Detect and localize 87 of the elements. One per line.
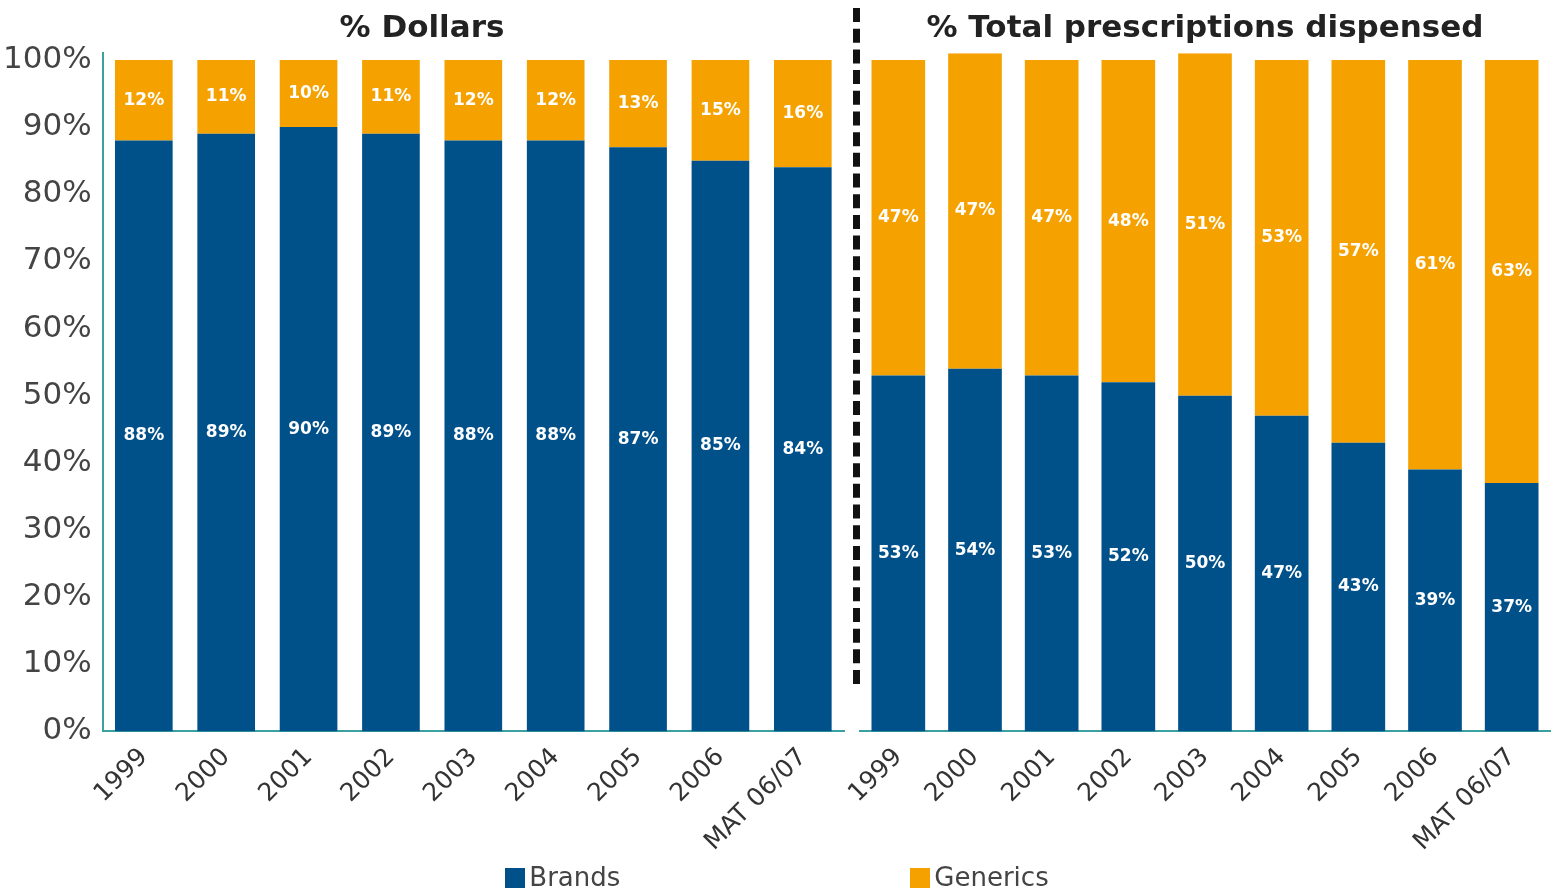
bar (948, 53, 1002, 369)
bar (1408, 469, 1462, 732)
bar (444, 59, 503, 141)
legend-label: Brands (529, 862, 621, 892)
bar (526, 59, 585, 141)
data-label: 53% (877, 541, 919, 562)
data-label: 57% (1337, 239, 1379, 260)
bar (1101, 59, 1156, 383)
bar (609, 59, 667, 148)
bar (1254, 59, 1309, 416)
bar (948, 368, 1002, 732)
bar (1178, 53, 1232, 396)
bar (871, 59, 926, 376)
data-label: 87% (617, 427, 659, 448)
y-tick-label: 10% (22, 643, 92, 680)
data-label: 47% (1031, 206, 1073, 227)
data-label: 47% (954, 199, 996, 220)
bar (279, 59, 338, 128)
bar (362, 133, 420, 732)
y-tick-label: 20% (22, 576, 92, 613)
data-label: 89% (205, 421, 247, 442)
data-label: 53% (1261, 226, 1303, 247)
data-label: 88% (452, 424, 494, 445)
data-label: 12% (452, 88, 494, 109)
data-label: 61% (1414, 253, 1456, 274)
legend-label: Generics (934, 862, 1049, 892)
y-tick-label: 50% (22, 374, 92, 411)
bar (1408, 59, 1462, 470)
bar (1024, 375, 1079, 732)
data-label: 88% (123, 424, 165, 445)
data-label: 85% (700, 434, 741, 455)
bar (609, 147, 667, 732)
y-tick-label: 40% (22, 441, 92, 478)
bar (444, 140, 503, 732)
data-label: 13% (617, 91, 659, 112)
data-label: 11% (205, 85, 247, 106)
data-label: 89% (370, 421, 412, 442)
bar (197, 59, 256, 134)
data-label: 48% (1107, 209, 1149, 230)
data-label: 52% (1107, 545, 1149, 566)
bar (1024, 59, 1079, 376)
y-tick-label: 70% (22, 240, 92, 277)
y-tick-label: 90% (22, 106, 92, 143)
bar (1178, 395, 1232, 732)
data-label: 63% (1491, 259, 1533, 280)
y-tick-label: 60% (22, 307, 92, 344)
bar (279, 127, 338, 732)
data-label: 11% (370, 85, 412, 106)
data-label: 10% (288, 81, 329, 102)
data-label: 47% (877, 206, 919, 227)
bar (362, 59, 420, 134)
data-label: 54% (954, 538, 996, 559)
bar (1484, 59, 1539, 483)
bar (1254, 415, 1309, 732)
bar (1484, 482, 1539, 732)
y-tick-label: 30% (22, 509, 92, 546)
data-label: 53% (1031, 541, 1073, 562)
data-label: 50% (1184, 551, 1226, 572)
bar (1331, 442, 1386, 732)
bar (1331, 59, 1386, 443)
data-label: 12% (123, 88, 165, 109)
y-tick-label: 80% (22, 173, 92, 210)
data-label: 47% (1261, 562, 1303, 583)
data-label: 15% (700, 98, 741, 119)
bar (114, 59, 173, 141)
data-label: 37% (1491, 595, 1533, 616)
bar (1101, 382, 1156, 732)
data-label: 39% (1414, 588, 1456, 609)
bar (526, 140, 585, 732)
bar (197, 133, 256, 732)
y-tick-label: 100% (2, 38, 92, 75)
chart-title: % Dollars (339, 7, 505, 44)
data-label: 51% (1184, 212, 1226, 233)
bar (871, 375, 926, 732)
data-label: 84% (782, 437, 824, 458)
chart-title: % Total prescriptions dispensed (926, 7, 1484, 44)
bar (114, 140, 173, 732)
y-tick-label: 0% (42, 710, 92, 747)
bar (773, 167, 832, 732)
data-label: 43% (1337, 575, 1379, 596)
data-label: 90% (288, 417, 329, 438)
bar (773, 59, 832, 168)
data-label: 88% (535, 424, 577, 445)
data-label: 12% (535, 88, 577, 109)
bar (691, 59, 750, 161)
data-label: 16% (782, 102, 824, 123)
bar (691, 160, 750, 732)
